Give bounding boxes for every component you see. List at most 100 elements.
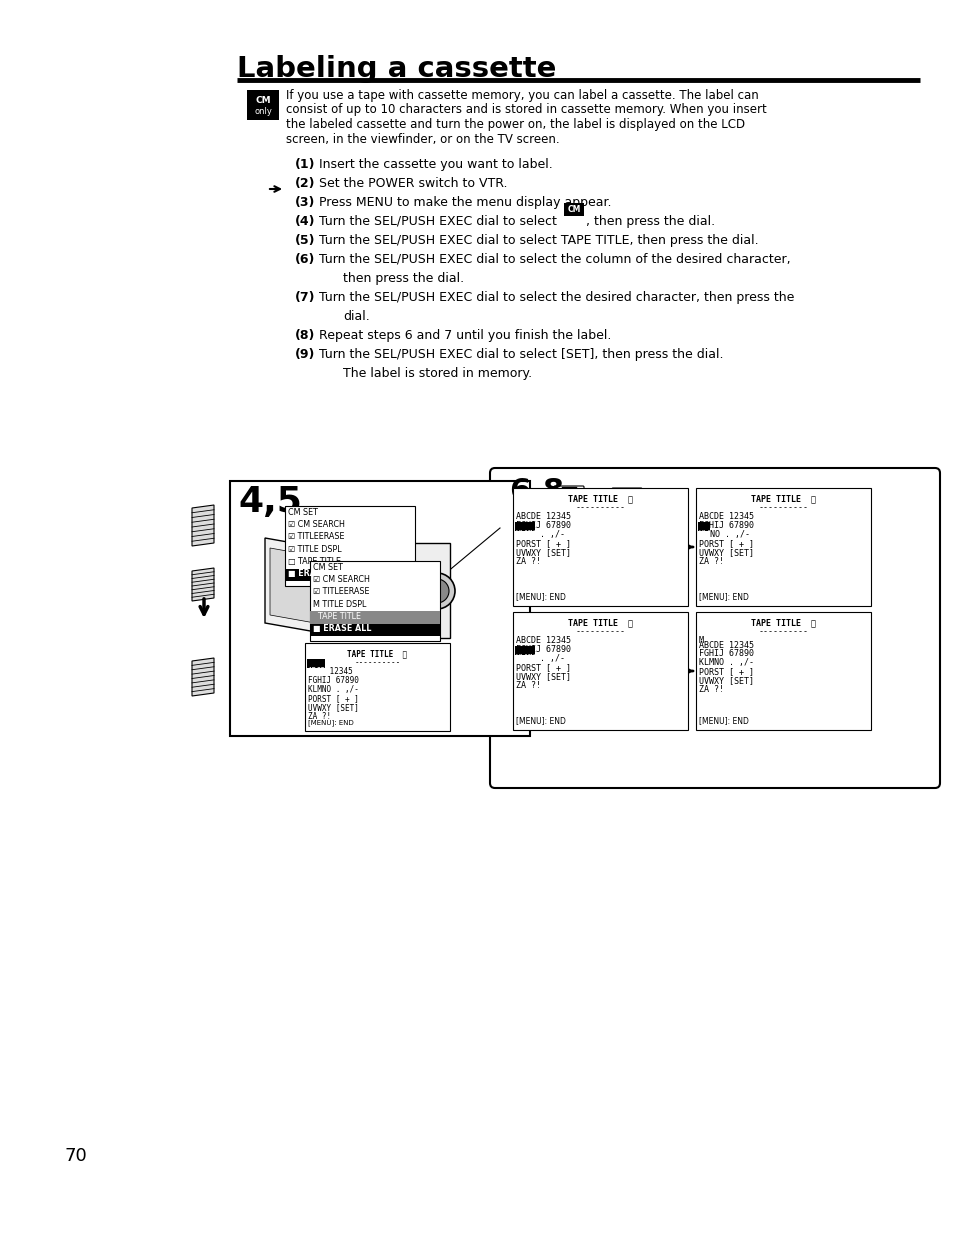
Text: [MENU]: END: [MENU]: END <box>516 592 565 600</box>
Text: ----------: ---------- <box>758 628 807 636</box>
Text: ☑ CM SEARCH: ☑ CM SEARCH <box>288 520 345 529</box>
Bar <box>285 506 415 586</box>
Text: only: only <box>253 107 272 116</box>
Text: Repeat steps 6 and 7 until you finish the label.: Repeat steps 6 and 7 until you finish th… <box>318 329 611 342</box>
Text: Turn the SEL/PUSH EXEC dial to select TAPE TITLE, then press the dial.: Turn the SEL/PUSH EXEC dial to select TA… <box>318 234 758 247</box>
Text: If you use a tape with cassette memory, you can label a cassette. The label can: If you use a tape with cassette memory, … <box>286 89 758 102</box>
Text: (7): (7) <box>294 291 315 305</box>
Text: ABCDE 12345: ABCDE 12345 <box>516 636 571 645</box>
Text: (9): (9) <box>294 348 315 361</box>
Text: FGHIJ 67890: FGHIJ 67890 <box>699 650 753 658</box>
Polygon shape <box>265 538 350 637</box>
Text: [MENU]: END: [MENU]: END <box>699 716 748 725</box>
Text: TAPE TITLE  Ⓧ: TAPE TITLE Ⓧ <box>750 618 815 628</box>
Text: 70: 70 <box>65 1147 88 1165</box>
Bar <box>305 642 450 731</box>
Bar <box>307 658 325 668</box>
Text: TAPE TITLE  Ⓧ: TAPE TITLE Ⓧ <box>567 494 633 503</box>
Text: [MENU]: END: [MENU]: END <box>516 716 565 725</box>
Text: dial.: dial. <box>343 309 370 323</box>
Text: FGHIJ 67890: FGHIJ 67890 <box>516 645 571 653</box>
Bar <box>696 612 870 730</box>
Bar <box>348 586 359 598</box>
Text: TAPE TITLE  Ⓧ: TAPE TITLE Ⓧ <box>347 649 407 658</box>
Text: consist of up to 10 characters and is stored in cassette memory. When you insert: consist of up to 10 characters and is st… <box>286 104 766 116</box>
Text: KLMNO: KLMNO <box>516 530 540 539</box>
Text: 12345: 12345 <box>325 667 353 676</box>
Bar <box>285 568 415 581</box>
Text: PORST [ + ]: PORST [ + ] <box>699 667 753 677</box>
Text: Turn the SEL/PUSH EXEC dial to select [SET], then press the dial.: Turn the SEL/PUSH EXEC dial to select [S… <box>318 348 722 361</box>
Text: UVWXY [SET]: UVWXY [SET] <box>516 672 571 681</box>
Polygon shape <box>192 506 213 546</box>
Text: UVWXY [SET]: UVWXY [SET] <box>699 547 753 557</box>
Bar <box>247 90 278 120</box>
Text: UVWXY [SET]: UVWXY [SET] <box>308 703 358 711</box>
Text: The label is stored in memory.: The label is stored in memory. <box>343 367 532 380</box>
Text: ----------: ---------- <box>354 658 400 667</box>
Text: KLMNO: KLMNO <box>516 653 540 663</box>
Text: UVWXY [SET]: UVWXY [SET] <box>516 547 571 557</box>
Text: Press MENU to make the menu display appear.: Press MENU to make the menu display appe… <box>318 196 611 210</box>
Bar <box>230 481 530 736</box>
Text: TAPE TITLE  Ⓧ: TAPE TITLE Ⓧ <box>567 618 633 628</box>
Text: CM SET: CM SET <box>313 562 342 572</box>
Text: ZA ?!: ZA ?! <box>699 557 723 566</box>
Text: CM: CM <box>567 206 580 215</box>
Bar <box>415 591 422 600</box>
Text: Set the POWER switch to VTR.: Set the POWER switch to VTR. <box>318 178 507 190</box>
Text: 4,5: 4,5 <box>237 485 301 519</box>
Text: ZA ?!: ZA ?! <box>699 686 723 694</box>
Text: KLMNO . ,/-: KLMNO . ,/- <box>699 658 753 667</box>
Text: ☑ TITLEERASE: ☑ TITLEERASE <box>288 533 344 541</box>
Text: 6-8: 6-8 <box>509 477 563 506</box>
Bar <box>415 577 422 586</box>
Bar <box>513 488 687 605</box>
Bar <box>310 612 439 624</box>
Bar <box>415 605 422 614</box>
Text: , then press the dial.: , then press the dial. <box>585 215 715 228</box>
Text: then press the dial.: then press the dial. <box>343 272 464 285</box>
Text: PORST [ + ]: PORST [ + ] <box>516 539 571 547</box>
Text: KLM: KLM <box>699 530 713 539</box>
Text: (6): (6) <box>294 253 315 266</box>
Text: ABCDE 12345: ABCDE 12345 <box>699 640 753 650</box>
Text: M TITLE DSPL: M TITLE DSPL <box>313 599 366 609</box>
Bar <box>698 522 709 531</box>
Text: the labeled cassette and turn the power on, the label is displayed on the LCD: the labeled cassette and turn the power … <box>286 118 744 131</box>
Polygon shape <box>192 568 213 600</box>
Bar <box>515 646 534 655</box>
Text: . ,/-: . ,/- <box>534 653 564 663</box>
Text: CM SET: CM SET <box>288 508 317 517</box>
Text: (8): (8) <box>294 329 315 342</box>
Bar <box>515 522 534 531</box>
Text: screen, in the viewfinder, or on the TV screen.: screen, in the viewfinder, or on the TV … <box>286 132 559 145</box>
Bar <box>513 612 687 730</box>
Text: KLMNO . ,/-: KLMNO . ,/- <box>308 686 358 694</box>
Polygon shape <box>356 543 450 637</box>
Bar <box>415 563 422 572</box>
Text: Turn the SEL/PUSH EXEC dial to select the desired character, then press the: Turn the SEL/PUSH EXEC dial to select th… <box>318 291 794 305</box>
Text: PORST [ + ]: PORST [ + ] <box>516 663 571 672</box>
Text: ■ ERASE ALL: ■ ERASE ALL <box>313 624 371 634</box>
FancyBboxPatch shape <box>490 469 939 788</box>
Text: [MENU]: END: [MENU]: END <box>699 592 748 600</box>
Text: [MENU]: END: [MENU]: END <box>308 719 354 726</box>
Text: Turn the SEL/PUSH EXEC dial to select the column of the desired character,: Turn the SEL/PUSH EXEC dial to select th… <box>318 253 790 266</box>
Text: (1): (1) <box>294 158 315 171</box>
Bar <box>310 561 439 641</box>
Text: FGHIJ 67890: FGHIJ 67890 <box>699 522 753 530</box>
Text: ☑ CM SEARCH: ☑ CM SEARCH <box>313 575 370 584</box>
Text: (3): (3) <box>294 196 315 210</box>
Text: (4): (4) <box>294 215 315 228</box>
Bar <box>563 203 583 216</box>
Text: (2): (2) <box>294 178 315 190</box>
Text: . ,/-: . ,/- <box>534 530 564 539</box>
Text: (5): (5) <box>294 234 315 247</box>
Text: ZA ?!: ZA ?! <box>516 557 540 566</box>
Text: ☑ TITLEERASE: ☑ TITLEERASE <box>313 587 369 597</box>
Text: NO . ,/-: NO . ,/- <box>709 530 749 539</box>
Text: PORST [ + ]: PORST [ + ] <box>699 539 753 547</box>
Text: Labeling a cassette: Labeling a cassette <box>236 55 556 83</box>
Text: ZA ?!: ZA ?! <box>516 681 540 690</box>
